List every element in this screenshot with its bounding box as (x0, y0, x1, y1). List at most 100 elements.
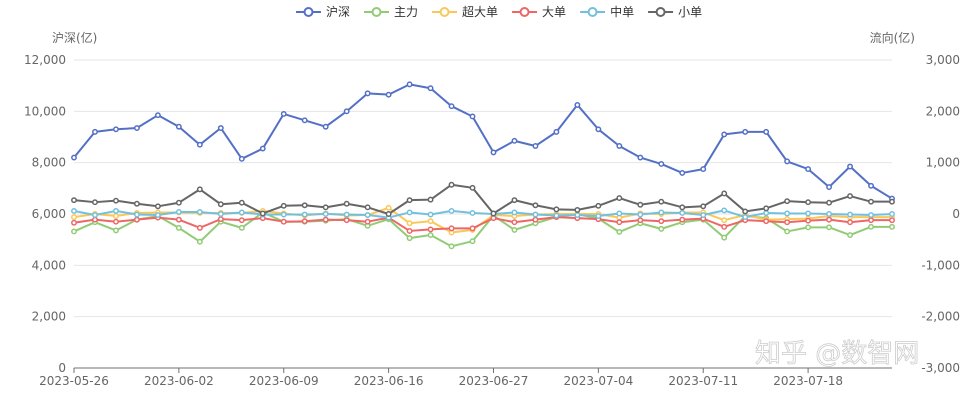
x-tick-label: 2023-05-26 (39, 374, 109, 388)
data-point (805, 166, 812, 173)
data-point (595, 126, 602, 133)
data-point (448, 225, 455, 232)
data-point (259, 145, 266, 152)
data-point (154, 212, 161, 218)
data-point (92, 212, 98, 218)
data-point (490, 149, 497, 156)
series-2 (71, 204, 895, 236)
data-point (301, 218, 308, 225)
data-point (448, 243, 455, 250)
data-point (196, 186, 203, 193)
data-point (679, 210, 686, 216)
data-point (322, 211, 329, 217)
data-point (616, 143, 623, 149)
data-point (889, 217, 895, 224)
y-right-tick-label: 0 (952, 207, 960, 221)
y-right-tick-label: -1,000 (921, 258, 960, 272)
data-point (784, 228, 791, 235)
y-right-tick-label: 2,000 (926, 104, 960, 118)
data-point (364, 218, 371, 225)
data-point (679, 204, 686, 211)
data-point (742, 214, 749, 221)
legend-item[interactable]: 超大单 (432, 4, 498, 19)
data-point (616, 210, 623, 217)
y-right-tick-label: 1,000 (926, 156, 960, 170)
data-point (217, 211, 224, 217)
series-4 (71, 207, 895, 221)
data-point (154, 203, 161, 210)
series-line (73, 216, 892, 232)
data-point (637, 217, 644, 224)
y-left-tick-label: 10,000 (24, 104, 66, 118)
y-right-tick-label: -3,000 (921, 361, 960, 375)
legend-item[interactable]: 主力 (364, 5, 418, 19)
data-point (616, 229, 623, 235)
data-point (469, 238, 476, 245)
data-point (238, 199, 245, 206)
x-tick-label: 2023-06-02 (144, 374, 214, 388)
x-tick-label: 2023-07-04 (563, 374, 633, 388)
data-point (679, 216, 686, 223)
data-point (238, 224, 245, 231)
data-point (469, 210, 476, 216)
axes: 0 -3,000 2,000 -2,000 4,000 -1,000 6,000 0 8,000… (24, 53, 960, 388)
legend-item[interactable]: 大单 (512, 5, 566, 19)
data-point (92, 216, 98, 223)
y-right-tick-label: -2,000 (921, 310, 960, 324)
data-point (574, 101, 581, 108)
data-point (553, 128, 560, 135)
legend-marker (655, 7, 666, 17)
data-point (301, 202, 308, 209)
data-point (868, 198, 874, 205)
data-point (868, 212, 874, 218)
data-point (784, 198, 791, 205)
data-point (133, 211, 140, 218)
series-line (73, 183, 892, 215)
data-point (847, 163, 854, 170)
data-point (364, 90, 371, 97)
y-left-tick-label: 6,000 (32, 207, 66, 221)
legend-item[interactable]: 沪深 (296, 5, 350, 19)
data-point (280, 202, 287, 209)
legend-label: 小单 (678, 5, 702, 19)
legend-label: 中单 (610, 4, 634, 19)
data-point (721, 234, 728, 241)
data-point (721, 217, 728, 224)
data-point (238, 209, 245, 216)
data-point (721, 131, 728, 138)
data-point (406, 220, 413, 227)
data-point (868, 182, 874, 189)
data-point (595, 202, 602, 209)
data-point (196, 208, 203, 215)
data-point (175, 224, 182, 231)
data-point (112, 218, 119, 225)
data-point (343, 108, 350, 115)
data-point (658, 161, 665, 167)
data-point (469, 113, 476, 120)
data-point (784, 210, 791, 217)
data-point (847, 211, 854, 218)
legend-item[interactable]: 小单 (648, 5, 702, 19)
y-left-tick-label: 4,000 (32, 258, 66, 272)
series-1 (71, 209, 895, 250)
data-point (322, 216, 329, 223)
legend-label: 主力 (394, 5, 418, 19)
x-tick-label: 2023-06-27 (459, 374, 529, 388)
data-point (469, 225, 476, 232)
data-point (175, 123, 182, 130)
data-point (343, 211, 350, 218)
data-point (511, 226, 518, 233)
data-point (574, 206, 581, 213)
grid-lines (74, 59, 892, 318)
y-left-axis-name: 沪深(亿) (52, 30, 97, 45)
data-point (889, 211, 895, 217)
data-point (71, 219, 77, 226)
data-point (448, 103, 455, 110)
data-point (71, 197, 77, 204)
y-left-tick-label: 8,000 (32, 156, 66, 170)
y-left-tick-label: 12,000 (24, 53, 66, 67)
legend-item[interactable]: 中单 (580, 4, 634, 19)
y-right-tick-label: 3,000 (926, 53, 960, 67)
legend-label: 大单 (542, 5, 566, 19)
